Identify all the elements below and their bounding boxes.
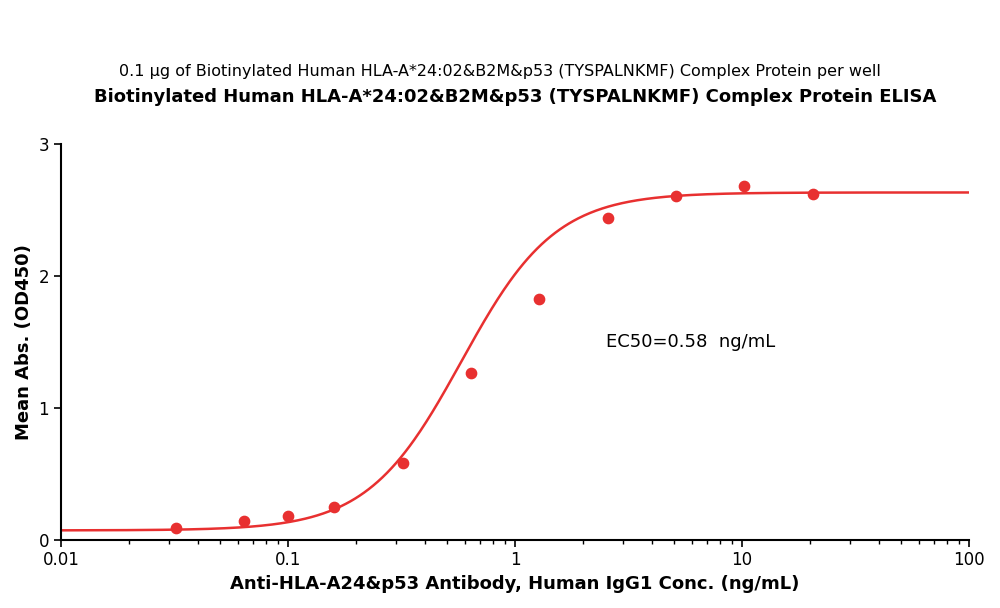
Y-axis label: Mean Abs. (OD450): Mean Abs. (OD450) (15, 244, 33, 440)
Point (236, 516, 252, 526)
Text: 0.1 μg of Biotinylated Human HLA-A*24:02&B2M&p53 (TYSPALNKMF) Complex Protein pe: 0.1 μg of Biotinylated Human HLA-A*24:02… (119, 64, 881, 79)
Text: EC50=0.58  ng/mL: EC50=0.58 ng/mL (606, 333, 775, 351)
Point (600, 213, 616, 223)
Point (805, 189, 821, 199)
Point (531, 294, 547, 304)
Point (168, 523, 184, 533)
Point (395, 458, 411, 468)
Point (280, 511, 296, 520)
X-axis label: Anti-HLA-A24&p53 Antibody, Human IgG1 Conc. (ng/mL): Anti-HLA-A24&p53 Antibody, Human IgG1 Co… (230, 575, 800, 593)
Point (736, 181, 752, 191)
Point (326, 502, 342, 511)
Title: Biotinylated Human HLA-A*24:02&B2M&p53 (TYSPALNKMF) Complex Protein ELISA: Biotinylated Human HLA-A*24:02&B2M&p53 (… (94, 88, 936, 106)
Point (668, 192, 684, 201)
Point (463, 368, 479, 378)
